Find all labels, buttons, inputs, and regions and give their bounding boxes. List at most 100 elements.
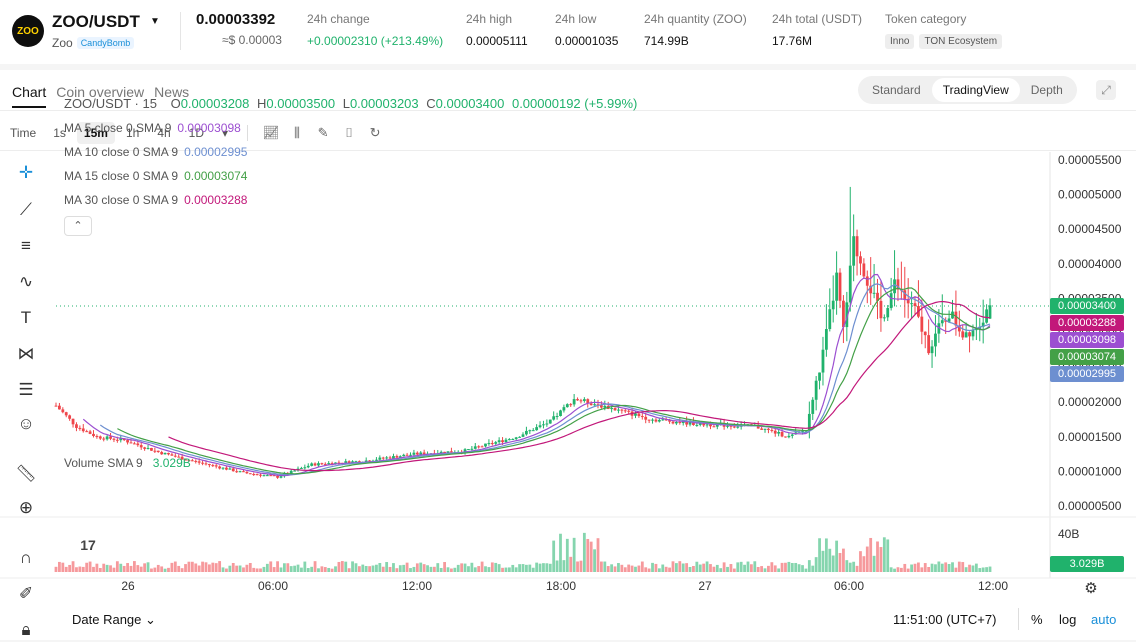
text-tool-icon[interactable]: T bbox=[20, 308, 32, 327]
volume-bar bbox=[576, 561, 579, 572]
volume-bar bbox=[531, 567, 535, 572]
candle-body bbox=[657, 419, 661, 422]
fib-icon[interactable]: ☰ bbox=[18, 380, 34, 399]
timeframe-15m[interactable]: 15m bbox=[76, 122, 115, 144]
volume-bar bbox=[340, 561, 344, 572]
volume-bar bbox=[981, 567, 985, 572]
emoji-icon[interactable]: ☺ bbox=[17, 414, 35, 433]
ma30-legend[interactable]: MA 30 close 0 SMA 9 0.00003288 bbox=[64, 193, 248, 207]
tab-news[interactable]: News bbox=[154, 84, 190, 100]
timeframe-1h[interactable]: 1h bbox=[125, 126, 140, 140]
candle-body bbox=[170, 454, 174, 456]
volume-bar bbox=[743, 564, 746, 572]
pair-selector[interactable]: ZOO/USDT bbox=[52, 12, 140, 31]
ruler-icon[interactable]: 📏︎ bbox=[15, 464, 37, 483]
volume-bar bbox=[146, 562, 150, 572]
candle-body bbox=[968, 332, 971, 337]
divider bbox=[0, 150, 1136, 151]
timeframe-1s[interactable]: 1s bbox=[53, 126, 66, 140]
change-value: 0.00000192 (+5.99%) bbox=[511, 96, 638, 111]
volume-bar bbox=[385, 562, 389, 572]
candle-body bbox=[685, 420, 689, 425]
candle-body bbox=[58, 405, 61, 410]
candle-body bbox=[627, 410, 631, 412]
candle-body bbox=[180, 456, 184, 460]
lock-drawing-icon[interactable]: ✐ bbox=[18, 584, 34, 603]
candle-body bbox=[473, 446, 477, 449]
ma10-legend[interactable]: MA 10 close 0 SMA 9 0.00002995 bbox=[64, 145, 248, 159]
timeframe-4h[interactable]: 4h bbox=[157, 126, 171, 140]
lock-icon[interactable]: 🔒︎ bbox=[21, 620, 31, 639]
candybomb-badge[interactable]: CandyBomb bbox=[76, 37, 135, 49]
crosshair-icon[interactable]: ✛ bbox=[18, 163, 34, 182]
tab-coin-overview[interactable]: Coin overview bbox=[56, 84, 145, 100]
volume-bar bbox=[446, 567, 450, 572]
ma15-legend[interactable]: MA 15 close 0 SMA 9 0.00003074 bbox=[64, 169, 248, 183]
timeframe-more-dropdown[interactable]: ▾ bbox=[222, 126, 229, 140]
auto-scale-toggle[interactable]: auto bbox=[1091, 612, 1117, 627]
date-range-dropdown[interactable]: Date Range ⌄ bbox=[72, 612, 156, 627]
candle-body bbox=[71, 418, 75, 425]
magnet-icon[interactable]: ∩ bbox=[19, 548, 33, 567]
volume-bar bbox=[961, 562, 965, 572]
volume-bar bbox=[265, 563, 269, 572]
volume-bar bbox=[951, 562, 954, 572]
fullscreen-icon[interactable]: ⤢ bbox=[1096, 80, 1116, 100]
candle-body bbox=[88, 431, 92, 434]
candle-body bbox=[957, 325, 961, 332]
candle-body bbox=[865, 276, 869, 286]
stat-24h-quantity: 24h quantity (ZOO) 714.99B bbox=[644, 12, 747, 48]
refresh-icon[interactable]: ↻ bbox=[369, 125, 381, 140]
candle-body bbox=[146, 447, 150, 449]
volume-bar bbox=[160, 566, 164, 572]
candle-body bbox=[78, 427, 82, 429]
category-tag[interactable]: Inno bbox=[885, 34, 915, 49]
candle-body bbox=[521, 434, 525, 437]
volume-bar bbox=[722, 562, 726, 572]
view-standard[interactable]: Standard bbox=[872, 83, 921, 97]
candle-body bbox=[623, 410, 627, 412]
candle-body bbox=[235, 471, 239, 473]
candle-body bbox=[300, 467, 303, 469]
camera-icon[interactable]: ⌷ bbox=[345, 125, 353, 140]
indicators-icon[interactable]: 📈︎ bbox=[262, 125, 280, 140]
time-axis-label: 12:00 bbox=[978, 579, 1008, 593]
trend-line-icon[interactable]: ⟋ bbox=[20, 200, 32, 219]
log-scale-toggle[interactable]: log bbox=[1059, 612, 1077, 627]
price-tag-last: 0.00003400 bbox=[1050, 298, 1124, 314]
brush-icon[interactable]: ∿ bbox=[18, 272, 34, 291]
volume-bar bbox=[767, 565, 770, 572]
collapse-legend-button[interactable]: ⌃ bbox=[64, 216, 92, 236]
volume-bar bbox=[473, 567, 477, 572]
zoom-in-icon[interactable]: ⊕ bbox=[18, 498, 34, 517]
draw-pen-icon[interactable]: ✎ bbox=[317, 125, 329, 140]
candle-body bbox=[548, 419, 552, 424]
view-depth[interactable]: Depth bbox=[1030, 83, 1063, 97]
percent-scale-toggle[interactable]: % bbox=[1031, 612, 1043, 627]
horizontal-lines-icon[interactable]: ≡ bbox=[21, 236, 31, 255]
candle-body bbox=[927, 335, 931, 354]
candle-body bbox=[133, 443, 136, 445]
category-tag[interactable]: TON Ecosystem bbox=[919, 34, 1003, 49]
view-tradingview[interactable]: TradingView bbox=[931, 78, 1020, 102]
volume-bar bbox=[497, 564, 501, 572]
volume-bar bbox=[756, 566, 760, 572]
tab-chart[interactable]: Chart bbox=[12, 84, 47, 108]
volume-bar bbox=[64, 566, 68, 572]
ma5-legend[interactable]: MA 5 close 0 SMA 9 0.00003098 bbox=[64, 121, 241, 135]
ohlc-row: ZOO/USDT · 15 O0.00003208 H0.00003500 L0… bbox=[64, 96, 638, 111]
candle-type-icon[interactable]: ⫼ bbox=[294, 125, 301, 140]
candle-body bbox=[197, 461, 201, 463]
volume-bar bbox=[681, 563, 685, 572]
candle-body bbox=[974, 329, 978, 331]
volume-bar bbox=[842, 548, 845, 572]
volume-bar bbox=[831, 555, 835, 572]
pattern-icon[interactable]: ⋈ bbox=[17, 344, 35, 363]
volume-bar bbox=[286, 563, 290, 572]
timeframe-1d[interactable]: 1D bbox=[188, 126, 205, 140]
volume-bar bbox=[115, 561, 119, 572]
clock-timezone[interactable]: 11:51:00 (UTC+7) bbox=[893, 612, 997, 627]
chevron-down-icon[interactable]: ▼ bbox=[150, 16, 160, 27]
candle-body bbox=[402, 454, 406, 457]
volume-bar bbox=[364, 565, 368, 572]
